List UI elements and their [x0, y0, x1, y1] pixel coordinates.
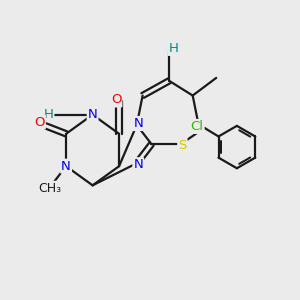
Text: O: O — [111, 93, 122, 106]
Text: N: N — [133, 117, 143, 130]
Text: H: H — [44, 108, 53, 121]
Text: O: O — [34, 116, 45, 128]
Text: N: N — [133, 158, 143, 171]
Text: CH₃: CH₃ — [38, 182, 61, 195]
Text: S: S — [178, 139, 187, 152]
Text: Cl: Cl — [190, 120, 204, 133]
Text: N: N — [61, 160, 71, 173]
Text: N: N — [88, 108, 98, 121]
Text: H: H — [169, 42, 178, 55]
